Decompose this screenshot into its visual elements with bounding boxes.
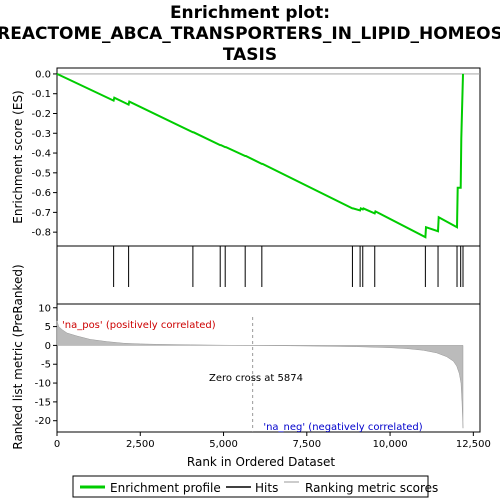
ranked-ytick-label: 5 (45, 322, 51, 333)
x-axis: 0 2,500 5,000 7,500 10,000 12,500 (54, 432, 491, 450)
enrichment-profile-line (56, 72, 464, 239)
x-tick-label: 0 (54, 439, 60, 450)
legend: Enrichment profile Hits Ranking metric s… (72, 475, 438, 498)
es-ytick-label: -0.7 (31, 208, 51, 219)
chart-title-line-1: Enrichment plot: (170, 3, 330, 23)
ranked-ytick-label: 0 (45, 341, 51, 352)
legend-label-ranking-metric: Ranking metric scores (305, 481, 438, 495)
ranked-plot-frame (56, 303, 481, 433)
hits-plot-frame (56, 245, 481, 305)
es-ytick-label: -0.6 (31, 188, 51, 199)
es-ytick-label: -0.2 (31, 109, 51, 120)
ranked-ylabel: Ranked list metric (PreRanked) (11, 264, 25, 449)
es-ytick-label: 0.0 (35, 69, 51, 80)
hits-panel (56, 245, 481, 305)
ranked-ytick-label: -15 (35, 397, 51, 408)
es-ytick-label: -0.5 (31, 168, 51, 179)
x-tick-label: 2,500 (126, 439, 155, 450)
es-plot-frame (56, 67, 481, 247)
ranked-ytick-label: -20 (35, 416, 51, 427)
es-panel: 0.0 -0.1 -0.2 -0.3 -0.4 -0.5 -0.6 -0.7 -0.8 Enri… (11, 67, 481, 247)
x-tick-label: 7,500 (292, 439, 321, 450)
es-ylabel: Enrichment score (ES) (11, 90, 25, 223)
positively-correlated-label: 'na_pos' (positively correlated) (62, 320, 216, 331)
es-ytick-label: -0.3 (31, 129, 51, 140)
ranking-metric-area (56, 320, 464, 429)
x-tick-label: 10,000 (373, 439, 408, 450)
zero-cross-label: Zero cross at 5874 (209, 373, 303, 384)
es-ytick-label: -0.8 (31, 228, 51, 239)
legend-label-enrichment-profile: Enrichment profile (110, 481, 221, 495)
ranked-metric-panel: 10 5 0 -5 -10 -15 -20 'na_pos' (positively cor… (11, 264, 481, 450)
chart-title-line-3: TASIS (223, 45, 277, 65)
chart-title-line-2: REACTOME_ABCA_TRANSPORTERS_IN_LIPID_HOME… (0, 24, 500, 44)
es-ytick-label: -0.1 (31, 89, 51, 100)
x-axis-label: Rank in Ordered Dataset (187, 455, 335, 469)
legend-label-hits: Hits (255, 481, 278, 495)
ranked-ytick-label: 10 (38, 303, 51, 314)
x-tick-label: 5,000 (209, 439, 238, 450)
ranked-ytick-label: -5 (41, 360, 51, 371)
x-tick-label: 12,500 (456, 439, 491, 450)
negatively-correlated-label: 'na_neg' (negatively correlated) (263, 422, 422, 433)
es-ytick-label: -0.4 (31, 149, 51, 160)
ranked-ytick-label: -10 (35, 379, 51, 390)
